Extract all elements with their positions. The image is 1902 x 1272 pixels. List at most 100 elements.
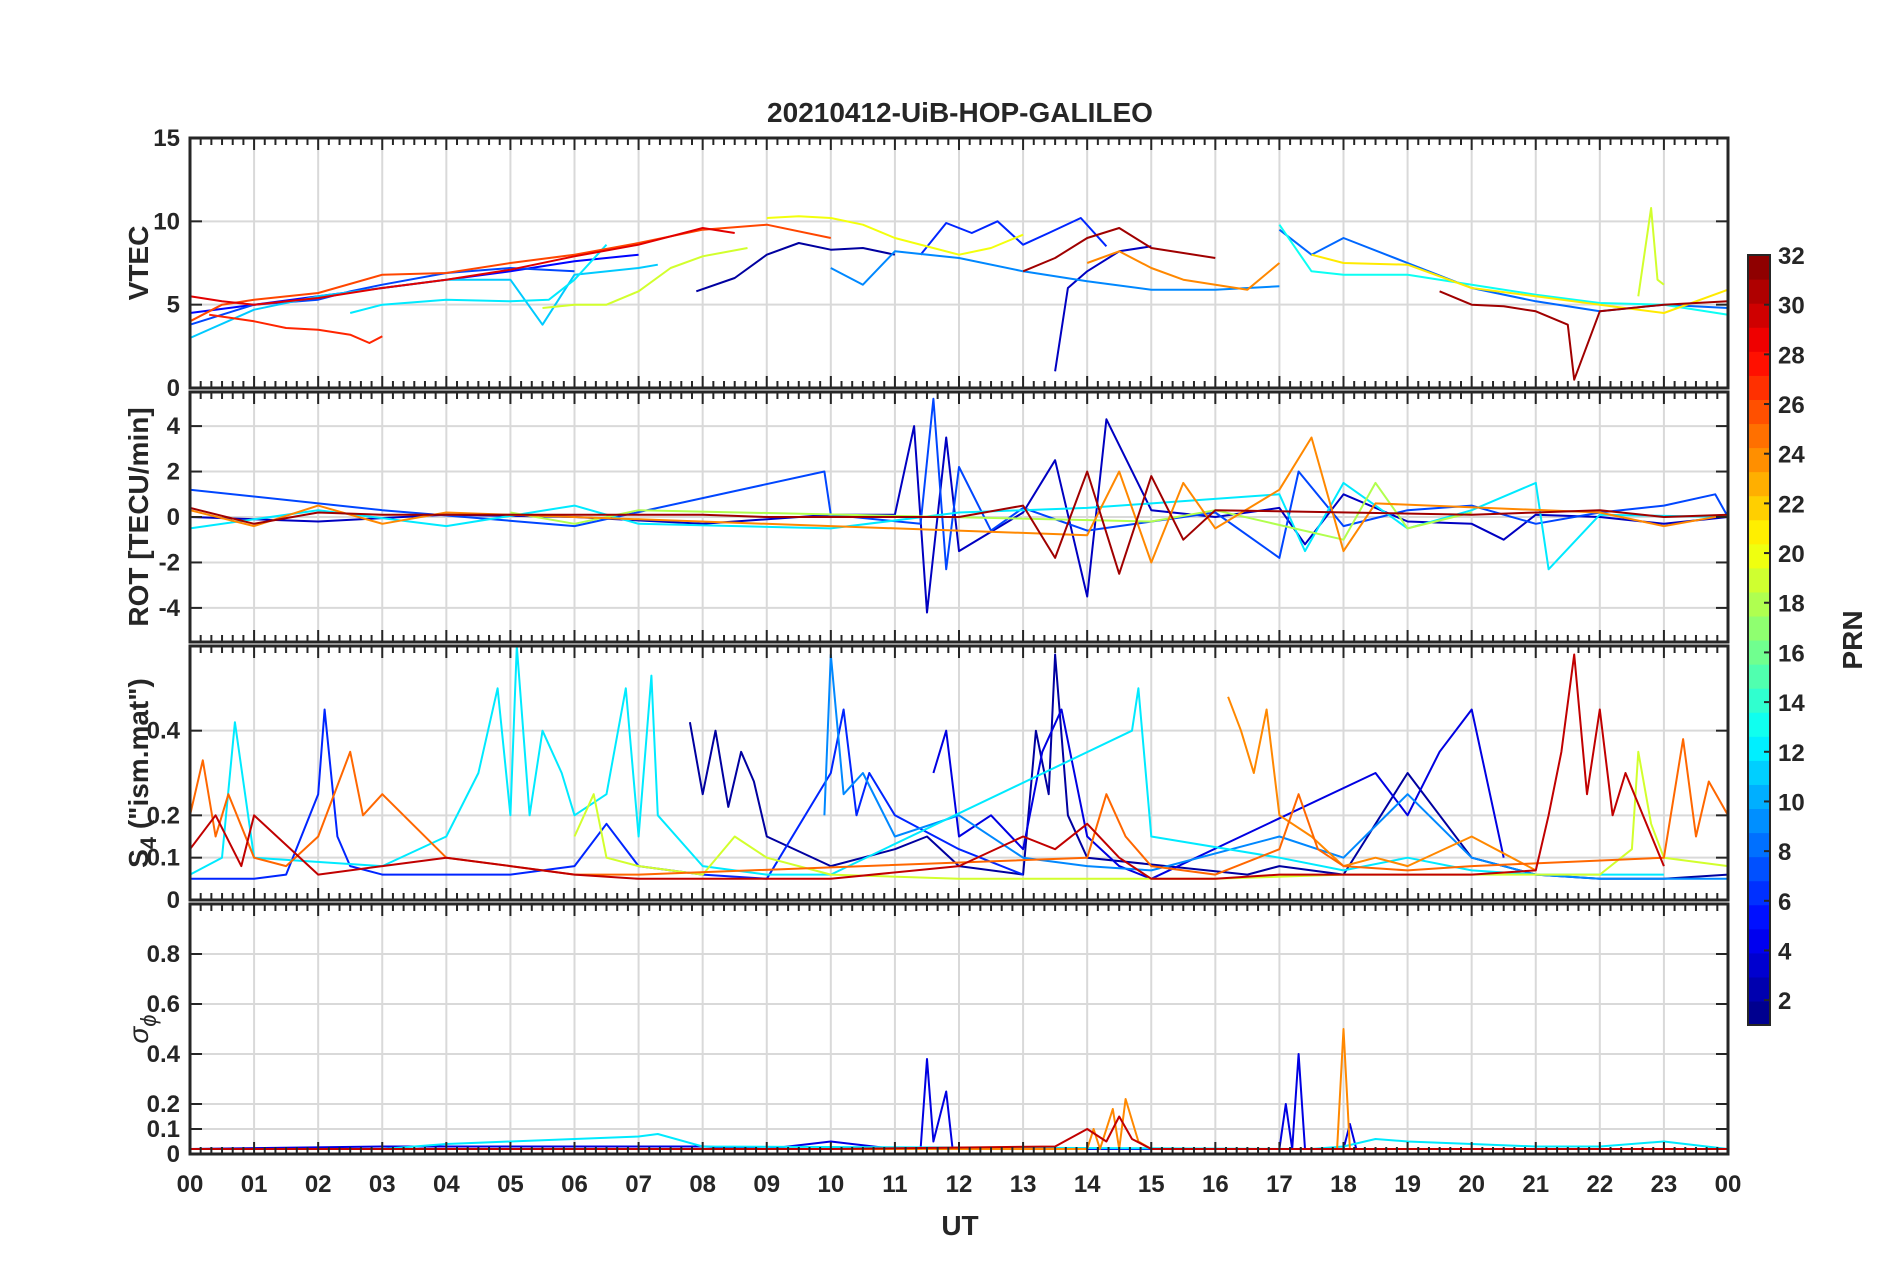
colorbar-segment: [1748, 351, 1770, 376]
colorbar-tick-label: 10: [1778, 789, 1805, 816]
x-tick-label: 17: [1266, 1171, 1293, 1198]
colorbar-tick-label: 28: [1778, 342, 1805, 369]
colorbar-segment: [1748, 591, 1770, 617]
vtec-grid: [190, 137, 1728, 389]
chart-title: 20210412-UiB-HOP-GALILEO: [767, 97, 1153, 128]
x-tick-label: 18: [1330, 1171, 1357, 1198]
vtec-ytick-label: 0: [167, 375, 180, 402]
colorbar-segment: [1748, 1000, 1770, 1026]
s4-ylabel-rest: ("ism.mat"): [123, 678, 154, 837]
colorbar-segment: [1748, 255, 1770, 280]
x-tick-label: 06: [561, 1171, 588, 1198]
rot-ytick-label: 2: [167, 459, 180, 486]
x-tick-label: 12: [946, 1171, 973, 1198]
s4-series-prn-6: [190, 708, 1024, 880]
x-tick-label: 01: [241, 1171, 268, 1198]
sigma-ytick-label: 0.1: [147, 1116, 180, 1143]
s4-series-prn-4: [932, 708, 1505, 880]
colorbar-segment: [1748, 495, 1770, 521]
colorbar-segment: [1748, 327, 1770, 352]
x-tick-label: 10: [817, 1171, 844, 1198]
colorbar-segment: [1748, 664, 1770, 689]
colorbar-segment: [1748, 279, 1770, 304]
colorbar-segment: [1748, 904, 1770, 930]
colorbar-frame: [1747, 254, 1771, 1026]
rot-series-prn-3: [189, 418, 1729, 614]
colorbar-segment: [1748, 712, 1770, 737]
vtec-series-prn-29: [189, 227, 735, 306]
s4-ytick-label: 0.1: [147, 845, 180, 872]
vtec-ticks: 0 5 10 15: [153, 125, 1729, 402]
colorbar-segment: [1748, 784, 1770, 810]
sigma-ylabel-main: σ: [123, 1026, 154, 1044]
rot-series-prn-31: [189, 470, 1729, 575]
vtec-series-prn-8: [1278, 228, 1729, 313]
s4-ytick-label: 0.2: [147, 802, 180, 829]
rot-series-prn-7: [189, 397, 1729, 571]
vtec-series-prn-31: [1022, 227, 1216, 273]
colorbar-tick-label: 8: [1778, 839, 1791, 866]
colorbar-segment: [1748, 688, 1770, 713]
colorbar-segment: [1748, 375, 1770, 400]
colorbar-tick-label: 32: [1778, 243, 1805, 270]
colorbar-segment: [1748, 976, 1770, 1002]
s4-series-prn-2: [688, 653, 1729, 880]
colorbar-segment: [1748, 303, 1770, 328]
s4-series-prn-12: [189, 645, 1664, 876]
x-tick-label: 11: [882, 1171, 907, 1198]
rot-ytick-label: -2: [159, 549, 180, 576]
colorbar-tick-label: 26: [1778, 392, 1805, 419]
rot-ytick-label: 4: [167, 413, 181, 440]
s4-ylabel-main: S: [123, 849, 154, 868]
sigma-grid: [190, 904, 1728, 1155]
vtec-series-prn-6: [919, 217, 1108, 256]
colorbar-segment: [1748, 952, 1770, 978]
colorbar-segment: [1748, 808, 1770, 834]
vtec-series-prn-13: [1278, 224, 1729, 316]
vtec-series-prn-2: [695, 242, 896, 293]
colorbar-tick-label: 24: [1778, 442, 1805, 469]
colorbar-tick-label: 20: [1778, 541, 1805, 568]
sigma-ytick-label: 0: [167, 1141, 180, 1168]
vtec-series-prn-20: [766, 215, 1024, 256]
s4-ylabel-sub: 4: [136, 836, 161, 849]
x-tick-label: 00: [177, 1171, 204, 1198]
x-tick-label: 04: [433, 1171, 460, 1198]
colorbar-segment: [1748, 880, 1770, 906]
colorbar-tick-label: 6: [1778, 889, 1791, 916]
rot-ticks: -4 -2 0 2 4: [159, 392, 1729, 642]
colorbar-segment: [1748, 519, 1770, 545]
x-tick-label: 02: [305, 1171, 332, 1198]
vtec-series-prn-27: [209, 313, 383, 344]
rot-ytick-label: 0: [167, 504, 180, 531]
colorbar-segment: [1748, 736, 1770, 761]
s4-lines: [189, 645, 1729, 880]
colorbar-segment: [1748, 543, 1770, 569]
vtec-ylabel: VTEC: [123, 226, 154, 301]
colorbar-segment: [1748, 856, 1770, 882]
sigma-ytick-label: 0.8: [147, 941, 180, 968]
vtec-series-prn-19: [1637, 207, 1665, 297]
x-tick-label: 23: [1651, 1171, 1678, 1198]
s4-ticks: 0 0.1 0.2 0.4: [147, 646, 1729, 914]
x-tick-label: 16: [1202, 1171, 1229, 1198]
x-tick-label: 08: [689, 1171, 716, 1198]
vtec-lines: [189, 207, 1729, 381]
vtec-series-prn-12: [349, 244, 608, 314]
vtec-ytick-label: 5: [167, 292, 180, 319]
vtec-ytick-label: 15: [153, 125, 180, 152]
colorbar-segment: [1748, 928, 1770, 954]
s4-panel: 0 0.1 0.2 0.4 S4 ("ism.mat"): [123, 644, 1730, 914]
x-tick-label: 00: [1715, 1171, 1742, 1198]
vtec-series-prn-11: [189, 263, 658, 339]
x-tick-label: 13: [1010, 1171, 1037, 1198]
x-tick-label: 05: [497, 1171, 524, 1198]
colorbar-tick-label: 30: [1778, 293, 1805, 320]
colorbar-segment: [1748, 423, 1770, 449]
rot-ylabel: ROT [TECU/min]: [123, 407, 154, 626]
s4-ytick-label: 0.4: [147, 718, 181, 745]
sigma-ticks: 00.10.2 0.4 0.6 0.8: [147, 904, 1729, 1168]
colorbar-tick-label: 12: [1778, 740, 1805, 767]
colorbar-tick-label: 18: [1778, 591, 1805, 618]
